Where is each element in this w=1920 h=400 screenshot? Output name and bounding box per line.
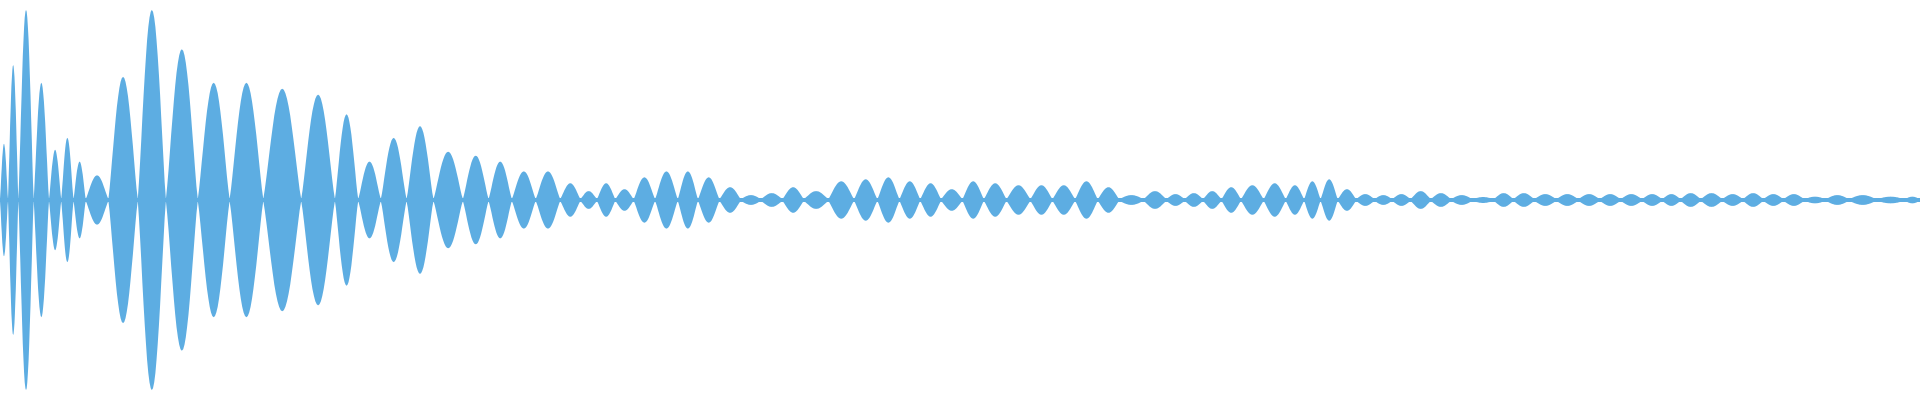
waveform-lobe bbox=[33, 82, 49, 318]
waveform-lobe bbox=[1599, 194, 1621, 206]
waveform-lobe bbox=[1472, 197, 1494, 203]
waveform-lobe bbox=[1876, 196, 1905, 204]
waveform-lobe bbox=[560, 183, 581, 217]
waveform-lobe bbox=[803, 191, 829, 209]
waveform-lobe bbox=[1392, 194, 1411, 206]
waveform-lobe bbox=[1578, 194, 1600, 206]
waveform-lobe bbox=[633, 177, 656, 223]
waveform-lobe bbox=[1203, 191, 1222, 209]
waveform-lobe bbox=[73, 161, 86, 239]
waveform-lobe bbox=[406, 126, 434, 274]
waveform-lobe bbox=[983, 183, 1007, 217]
waveform-lobe bbox=[1006, 185, 1031, 215]
waveform-lobe bbox=[108, 76, 138, 324]
waveform-lobe bbox=[1783, 194, 1805, 206]
waveform-lobe bbox=[1052, 185, 1076, 215]
waveform-lobe bbox=[511, 171, 536, 229]
waveform-lobe bbox=[1904, 196, 1920, 204]
waveform-lobe bbox=[197, 82, 230, 318]
waveform-lobe bbox=[1680, 193, 1701, 207]
waveform-lobe bbox=[334, 114, 359, 286]
waveform-lobe bbox=[49, 149, 62, 251]
waveform-lobe bbox=[1221, 187, 1241, 213]
waveform-lobe bbox=[1143, 191, 1167, 209]
waveform-lobe bbox=[1722, 194, 1744, 206]
waveform-lobe bbox=[761, 193, 783, 207]
waveform-lobe bbox=[488, 161, 512, 239]
waveform-lobe bbox=[1285, 185, 1305, 215]
waveform-lobe bbox=[1097, 187, 1120, 213]
waveform-lobe bbox=[854, 179, 878, 221]
waveform-lobe bbox=[8, 65, 19, 335]
waveform-lobe bbox=[719, 187, 741, 213]
waveform-lobe bbox=[380, 137, 407, 263]
waveform-lobe bbox=[61, 137, 74, 263]
waveform-lobe bbox=[596, 183, 616, 217]
waveform-lobe bbox=[580, 191, 597, 209]
waveform-lobe bbox=[18, 9, 34, 391]
waveform-lobe bbox=[1849, 195, 1877, 205]
waveform-lobe bbox=[698, 177, 720, 223]
waveform-lobe bbox=[1493, 193, 1514, 207]
waveform-lobe bbox=[1662, 194, 1681, 206]
waveform-lobe bbox=[1166, 194, 1185, 206]
waveform-lobe bbox=[1534, 194, 1557, 206]
waveform-lobe bbox=[1700, 193, 1723, 207]
waveform-lobe bbox=[899, 181, 921, 219]
waveform-lobe bbox=[655, 171, 678, 229]
waveform-lobe bbox=[1804, 196, 1826, 204]
waveform-lobe bbox=[1410, 191, 1431, 209]
waveform-lobe bbox=[1304, 181, 1321, 219]
waveform-lobe bbox=[941, 189, 963, 211]
waveform-lobe bbox=[782, 187, 804, 213]
waveform-lobe bbox=[1184, 193, 1204, 207]
waveform-lobe bbox=[1513, 193, 1535, 207]
waveform-lobe bbox=[1030, 185, 1053, 215]
waveform-lobe bbox=[1241, 185, 1264, 215]
waveform-lobe bbox=[1430, 193, 1451, 207]
waveform-lobe bbox=[677, 171, 698, 229]
waveform-lobe bbox=[877, 177, 900, 223]
waveform-lobe bbox=[740, 195, 761, 205]
waveform-lobe bbox=[165, 49, 198, 351]
waveform-lobe bbox=[535, 171, 561, 229]
waveform-lobe bbox=[0, 143, 8, 257]
waveform-lobe bbox=[1743, 193, 1764, 207]
waveform-lobe bbox=[1763, 194, 1784, 206]
waveform-lobe bbox=[137, 9, 166, 391]
waveform-lobe bbox=[920, 183, 941, 217]
waveform-lobe bbox=[1642, 194, 1663, 206]
waveform-lobe bbox=[229, 82, 264, 318]
waveform-lobe bbox=[1337, 189, 1357, 211]
waveform-lobe bbox=[1119, 195, 1144, 205]
waveform-lobe bbox=[1263, 183, 1286, 217]
waveform-lobe bbox=[615, 189, 634, 211]
waveform-lobe bbox=[462, 155, 489, 245]
waveform-lobe bbox=[962, 181, 984, 219]
waveform-lobe bbox=[1356, 194, 1375, 206]
waveform-lobe bbox=[263, 88, 302, 312]
waveform-lobe bbox=[1556, 194, 1579, 206]
waveform-lobe bbox=[1451, 195, 1473, 205]
waveform-lobe bbox=[301, 94, 335, 306]
waveform-lobe bbox=[828, 181, 855, 219]
waveform-lobe bbox=[1825, 195, 1849, 205]
waveform-lobe bbox=[1075, 181, 1098, 219]
waveform-lobe bbox=[358, 161, 381, 239]
waveform-lobe bbox=[1320, 179, 1338, 221]
waveform-lobe bbox=[433, 151, 463, 249]
waveform-lobe bbox=[1374, 195, 1393, 205]
waveform-lobe bbox=[85, 175, 109, 225]
waveform-lobe bbox=[1620, 194, 1642, 206]
